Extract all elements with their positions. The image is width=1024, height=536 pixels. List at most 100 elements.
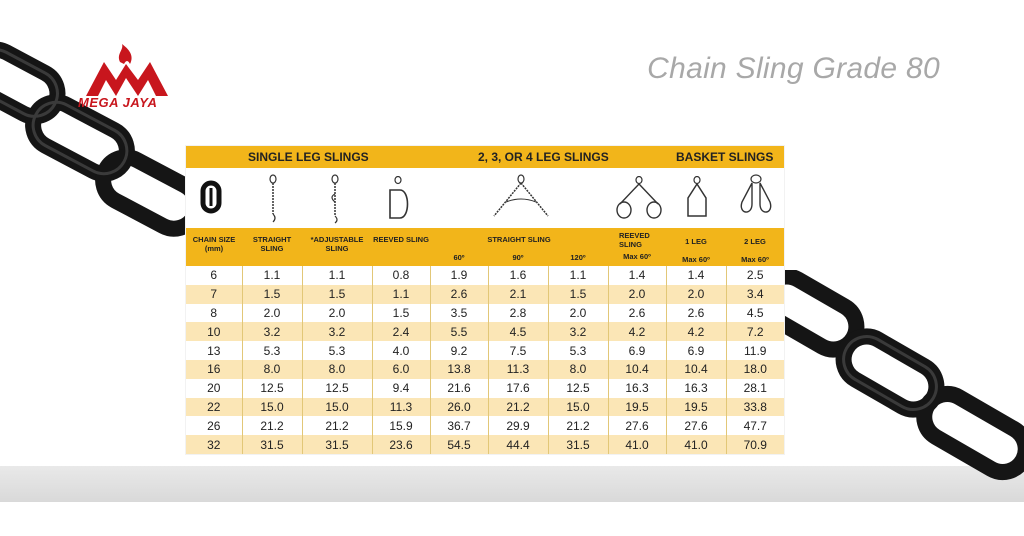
wll-cell: 11.3 <box>488 359 549 379</box>
wll-cell: 4.0 <box>372 341 431 360</box>
wll-cell: 16.3 <box>608 378 667 398</box>
wll-cell: 47.7 <box>726 416 784 436</box>
wll-cell: 1.9 <box>430 266 489 285</box>
wll-cell: 41.0 <box>608 435 667 454</box>
wll-cell: 7.2 <box>726 322 784 342</box>
wll-cell: 3.5 <box>430 303 489 323</box>
group-multi-leg: 2, 3, OR 4 LEG SLINGS <box>478 150 609 164</box>
wll-cell: 28.1 <box>726 378 784 398</box>
wll-cell: 21.2 <box>488 397 549 417</box>
wll-cell: 31.5 <box>242 435 303 454</box>
header-reeved-multi-label: REEVED SLING <box>619 231 650 249</box>
wll-cell: 1.1 <box>372 284 431 304</box>
basket-2-leg-icon <box>740 174 772 213</box>
wll-cell: 6.9 <box>666 341 727 360</box>
column-header-band: CHAIN SIZE (mm) STRAIGHT SLING *ADJUSTAB… <box>186 228 784 266</box>
wll-cell: 1.5 <box>548 284 609 304</box>
wll-cell: 3.2 <box>242 322 303 342</box>
header-reeved-max: Max 60º <box>623 252 651 261</box>
wll-cell: 4.2 <box>608 322 667 342</box>
wll-cell: 1.1 <box>548 266 609 285</box>
wll-cell: 2.8 <box>488 303 549 323</box>
load-table-panel: SINGLE LEG SLINGS 2, 3, OR 4 LEG SLINGS … <box>186 146 784 454</box>
wll-cell: 2.1 <box>488 284 549 304</box>
header-basket-2-leg-label: 2 LEG <box>744 237 766 246</box>
header-angle-90: 90º <box>512 253 524 262</box>
wll-cell: 4.5 <box>726 303 784 323</box>
reeved-sling-icon <box>389 176 409 219</box>
wll-cell: 2.6 <box>608 303 667 323</box>
header-reeved-sling: REEVED SLING <box>373 235 429 244</box>
wll-cell: 7.5 <box>488 341 549 360</box>
basket-1-leg-icon <box>687 176 707 217</box>
table-row: 8 2.0 2.0 1.5 3.5 2.8 2.0 2.6 2.6 4.5 <box>186 303 784 323</box>
wll-cell: 2.0 <box>548 303 609 323</box>
group-basket: BASKET SLINGS <box>676 150 774 164</box>
wll-cell: 1.1 <box>242 266 303 285</box>
wll-cell: 15.9 <box>372 416 431 436</box>
mega-jaya-logo <box>86 44 168 96</box>
chain-size-cell: 6 <box>186 266 243 285</box>
chain-size-cell: 16 <box>186 359 243 379</box>
chain-link-icon <box>200 180 222 214</box>
table-row: 10 3.2 3.2 2.4 5.5 4.5 3.2 4.2 4.2 7.2 <box>186 322 784 342</box>
wll-cell: 5.3 <box>548 341 609 360</box>
chain-size-cell: 7 <box>186 284 243 304</box>
table-row: 20 12.5 12.5 9.4 21.6 17.6 12.5 16.3 16.3 28.1 <box>186 378 784 398</box>
chain-right-decoration <box>780 270 1024 480</box>
header-straight-sling: STRAIGHT SLING <box>252 235 292 253</box>
wll-cell: 1.4 <box>608 266 667 285</box>
multi-leg-sling-icon <box>493 174 549 217</box>
header-basket-2-leg: 2 LEG Max 60º <box>726 237 784 264</box>
wll-cell: 27.6 <box>608 416 667 436</box>
adjustable-sling-icon <box>331 174 339 224</box>
header-angle-120: 120º <box>570 253 586 262</box>
table-row: 7 1.5 1.5 1.1 2.6 2.1 1.5 2.0 2.0 3.4 <box>186 284 784 304</box>
wll-cell: 26.0 <box>430 397 489 417</box>
wll-cell: 36.7 <box>430 416 489 436</box>
header-chain-size-unit: (mm) <box>204 244 224 253</box>
wll-cell: 70.9 <box>726 435 784 454</box>
wll-cell: 33.8 <box>726 397 784 417</box>
chain-size-cell: 22 <box>186 397 243 417</box>
wll-cell: 2.5 <box>726 266 784 285</box>
wll-cell: 1.5 <box>302 284 373 304</box>
table-row: 13 5.3 5.3 4.0 9.2 7.5 5.3 6.9 6.9 11.9 <box>186 341 784 360</box>
wll-cell: 31.5 <box>548 435 609 454</box>
header-basket-1-leg: 1 LEG Max 60º <box>666 237 726 264</box>
wll-cell: 15.0 <box>302 397 373 417</box>
wll-cell: 6.0 <box>372 359 431 379</box>
wll-cell: 12.5 <box>548 378 609 398</box>
wll-cell: 13.8 <box>430 359 489 379</box>
table-row: 16 8.0 8.0 6.0 13.8 11.3 8.0 10.4 10.4 18.0 <box>186 359 784 379</box>
wll-cell: 11.9 <box>726 341 784 360</box>
header-basket-1-leg-max: Max 60º <box>682 255 710 264</box>
wll-cell: 2.0 <box>242 303 303 323</box>
header-basket-1-leg-label: 1 LEG <box>685 237 707 246</box>
wll-cell: 16.3 <box>666 378 727 398</box>
wll-cell: 1.6 <box>488 266 549 285</box>
wll-cell: 21.6 <box>430 378 489 398</box>
table-row: 22 15.0 15.0 11.3 26.0 21.2 15.0 19.5 19.5 33.8 <box>186 397 784 417</box>
header-reeved-multi: REEVED SLING Max 60º <box>608 231 666 261</box>
wll-cell: 0.8 <box>372 266 431 285</box>
table-row: 26 21.2 21.2 15.9 36.7 29.9 21.2 27.6 27.6 47.7 <box>186 416 784 436</box>
wll-cell: 2.6 <box>666 303 727 323</box>
wll-cell: 9.4 <box>372 378 431 398</box>
chain-left-decoration <box>0 41 200 237</box>
wll-cell: 19.5 <box>666 397 727 417</box>
group-header-band: SINGLE LEG SLINGS 2, 3, OR 4 LEG SLINGS … <box>186 146 784 168</box>
wll-cell: 31.5 <box>302 435 373 454</box>
wll-cell: 11.3 <box>372 397 431 417</box>
wll-cell: 2.4 <box>372 322 431 342</box>
chain-size-cell: 26 <box>186 416 243 436</box>
wll-cell: 21.2 <box>548 416 609 436</box>
wll-cell: 9.2 <box>430 341 489 360</box>
wll-cell: 1.4 <box>666 266 727 285</box>
wll-cell: 8.0 <box>548 359 609 379</box>
wll-cell: 19.5 <box>608 397 667 417</box>
page-title: Chain Sling Grade 80 <box>647 52 940 85</box>
wll-cell: 5.5 <box>430 322 489 342</box>
wll-cell: 21.2 <box>242 416 303 436</box>
wll-cell: 2.6 <box>430 284 489 304</box>
